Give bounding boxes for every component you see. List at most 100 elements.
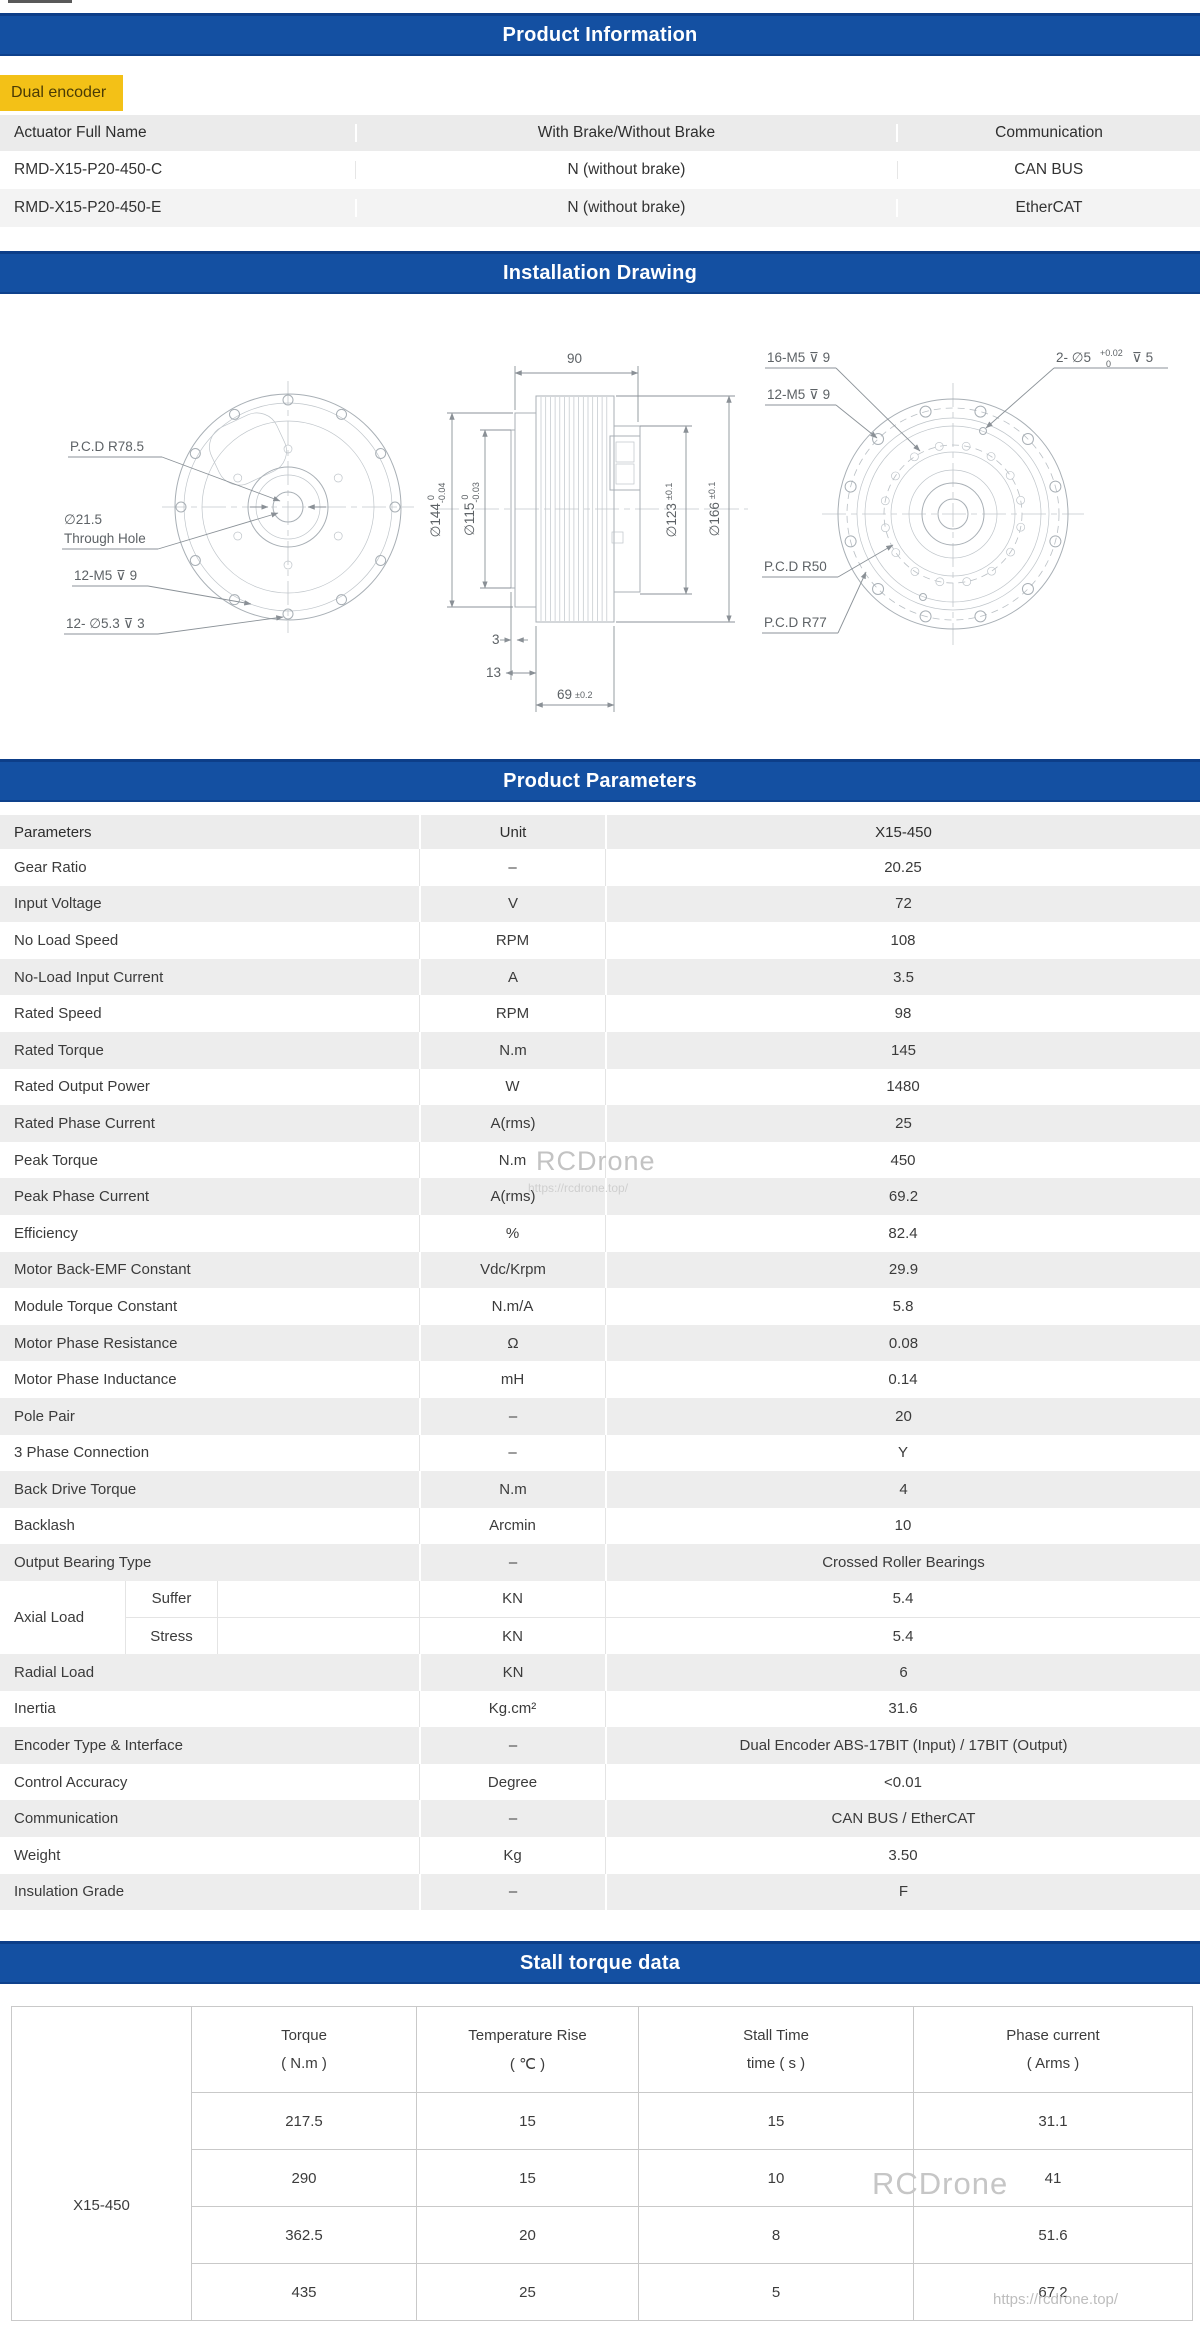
cell-unit: Kg [419,1837,605,1874]
cell-unit: N.m [419,1031,605,1069]
table-row: Peak Phase Current A(rms) 69.2 [0,1178,1200,1215]
cell-unit: N.m [419,1471,605,1508]
table-row: Weight Kg 3.50 [0,1837,1200,1874]
section-title: Installation Drawing [502,261,698,284]
table-row: Rated Phase Current A(rms) 25 [0,1105,1200,1142]
header-line1: Phase current [1006,2027,1100,2044]
bolt-hole [333,473,343,483]
table-row: Inertia Kg.cm² 31.6 [0,1690,1200,1728]
header-line1: Torque [281,2027,327,2044]
bolt-hole [233,473,243,483]
bolt-hole [974,405,987,418]
cell-value: 5.8 [605,1288,1200,1325]
cell-value: 145 [605,1031,1200,1069]
dim-label: 12- ∅5.3 ⊽ 3 [66,616,145,631]
bolt-hole [1021,433,1034,446]
bolt-hole [986,452,996,461]
cell-unit: – [419,1544,605,1581]
table-row: Motor Phase Inductance mH 0.14 [0,1361,1200,1398]
dim-label: 90 [567,351,582,366]
cell-value: 41 [913,2149,1193,2207]
cell-unit: KN [419,1654,605,1691]
cell-value: 82.4 [605,1214,1200,1252]
cell-parameter-label: Motor Back-EMF Constant [14,1261,191,1279]
cell-value: 5 [638,2263,914,2321]
cell-unit: RPM [419,922,605,959]
cell-parameter-label: Weight [14,1846,61,1864]
cell-value: 15 [416,2149,639,2207]
cell-sublabel: Stress [126,1616,217,1654]
cell-parameter-label: Rated Output Power [14,1078,150,1096]
section-header-product-information: Product Information [0,13,1200,56]
dim-label: 12-M5 ⊽ 9 [74,568,137,583]
front-view-labels: P.C.D R78.5 ∅21.5 Through Hole 12-M5 ⊽ 9… [62,439,284,635]
bolt-hole [934,442,944,451]
cell-unit: RPM [419,995,605,1032]
cell-parameter-label: Rated Phase Current [14,1114,155,1132]
cell-brake: N (without brake) [355,161,896,179]
axial-sublabels: Suffer Stress [126,1580,218,1655]
dim-label: ∅21.5 [64,512,102,527]
column-header: Stall Time time ( s ) [638,2006,914,2093]
axial-values: KN 5.4 KN 5.4 [218,1580,1200,1655]
cell-parameter-label: Inertia [14,1700,56,1718]
cell-sublabel: Suffer [151,1590,192,1608]
bolt-hole [987,566,996,576]
cell-value: 20 [416,2206,639,2264]
bolt-hole [283,560,293,570]
cell-unit: Vdc/Krpm [419,1251,605,1289]
cell-communication: CAN BUS [896,161,1200,179]
cell-value: 108 [605,922,1200,959]
bolt-hole [389,501,401,513]
cell-value: <0.01 [605,1763,1200,1801]
cell-parameter-label: Output Bearing Type [14,1554,152,1572]
header-line2: ( N.m ) [281,2055,327,2072]
cell-value: 10 [638,2149,914,2207]
cell-unit: KN [419,1617,605,1655]
cell-parameter-label: Peak Torque [14,1151,98,1169]
cell-value: 25 [605,1105,1200,1142]
cell-unit: W [419,1068,605,1106]
header-line2: time ( s ) [746,2055,806,2072]
dim-label: P.C.D R50 [764,559,827,574]
cell-unit: – [419,1800,605,1838]
stall-header-row: X15-450 Torque ( N.m ) Temperature Rise ( ℃ … [11,2006,1193,2321]
bolt-hole [375,448,387,459]
bolt-hole [919,610,932,623]
installation-drawing: P.C.D R78.5 ∅21.5 Through Hole 12-M5 ⊽ 9… [62,348,1168,712]
cell-unit: – [419,1397,605,1435]
table-row: Output Bearing Type – Crossed Roller Beari… [0,1544,1200,1581]
column-header: Phase current ( Arms ) [913,2006,1193,2093]
table-row: Module Torque Constant N.m/A 5.8 [0,1288,1200,1325]
bolt-hole [1006,547,1015,557]
bolt-hole [333,531,343,541]
cell-parameter-label: Axial Load [0,1580,126,1655]
cell-parameter-label: Backlash [14,1517,75,1535]
table-row: RMD-X15-P20-450-E N (without brake) EtherC… [0,189,1200,227]
cell-value: 0.08 [605,1324,1200,1362]
cell-value: 20.25 [605,849,1200,886]
table-row: Peak Torque N.m 450 [0,1141,1200,1179]
table-row: Rated Speed RPM 98 [0,995,1200,1032]
cell-parameter-label: Motor Phase Resistance [14,1334,178,1352]
cell-value: F [605,1873,1200,1911]
bolt-hole [283,444,293,454]
table-row: Communication – CAN BUS / EtherCAT [0,1800,1200,1838]
header-line1: Temperature Rise [468,2026,587,2044]
table-row: No Load Speed RPM 108 [0,922,1200,959]
bolt-hole [891,471,900,481]
cell-unit: A(rms) [419,1178,605,1215]
cell-unit: V [419,885,605,923]
cell-value: 3.5 [605,958,1200,996]
table-row: Radial Load KN 6 [0,1654,1200,1691]
table-row: Efficiency% 82.4 [0,1214,1200,1252]
cell-unit: KN [419,1580,605,1617]
column-header: Torque ( N.m ) [191,2006,417,2093]
cell-unit: A(rms) [419,1105,605,1142]
cell-actuator-name: RMD-X15-P20-450-C [14,161,163,178]
bolt-hole [872,582,885,595]
section-header-stall-torque-data: Stall torque data [0,1941,1200,1984]
bolt-hole [1021,582,1034,595]
bolt-hole [962,577,972,586]
stall-torque-table: X15-450 Torque ( N.m ) Temperature Rise ( ℃ … [11,2006,1193,2321]
